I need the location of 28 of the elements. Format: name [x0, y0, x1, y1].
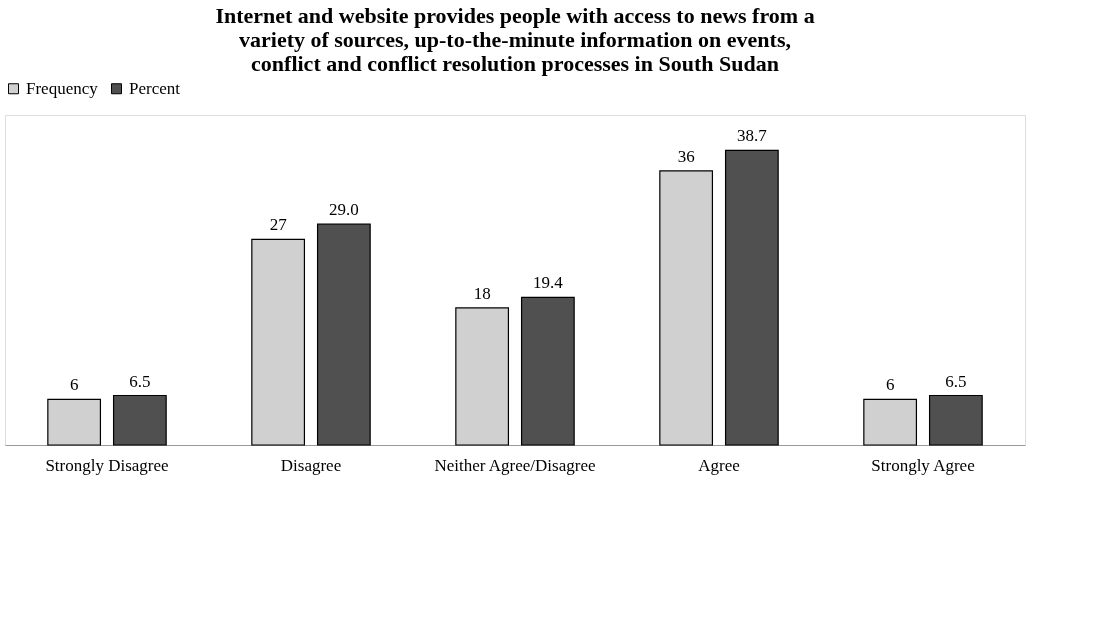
- x-tick-label: Strongly Disagree: [45, 455, 169, 475]
- bar: [47, 398, 102, 446]
- bar: [863, 398, 918, 446]
- bar: [455, 307, 510, 446]
- data-label: 27: [269, 215, 288, 235]
- bar: [112, 394, 167, 446]
- bar: [659, 170, 714, 446]
- data-label: 6: [885, 375, 895, 395]
- bar: [724, 149, 779, 446]
- bar: [316, 223, 371, 446]
- bar: [520, 296, 575, 446]
- data-label: 6.5: [129, 371, 151, 391]
- chart-title: Internet and website provides people with access to news from a variety of sources, up-to-the-minute information on events, conflict and conflict resolution processes in South Sudan: [215, 3, 815, 76]
- data-label: 6: [69, 375, 79, 395]
- data-label: 29.0: [328, 200, 359, 220]
- x-tick-label: Strongly Agree: [871, 455, 975, 475]
- data-label: 36: [677, 146, 695, 166]
- data-label: 18: [473, 283, 491, 303]
- data-label: 6.5: [945, 371, 967, 391]
- bar: [251, 238, 306, 446]
- data-label: 19.4: [532, 273, 564, 293]
- legend-label: Frequency: [26, 78, 99, 98]
- x-tick-label: Neither Agree/Disagree: [434, 455, 596, 475]
- legend-label: Percent: [129, 78, 181, 98]
- data-label: 38.7: [736, 126, 768, 146]
- x-tick-label: Agree: [698, 455, 740, 475]
- bar: [928, 394, 983, 446]
- x-tick-label: Disagree: [280, 455, 342, 475]
